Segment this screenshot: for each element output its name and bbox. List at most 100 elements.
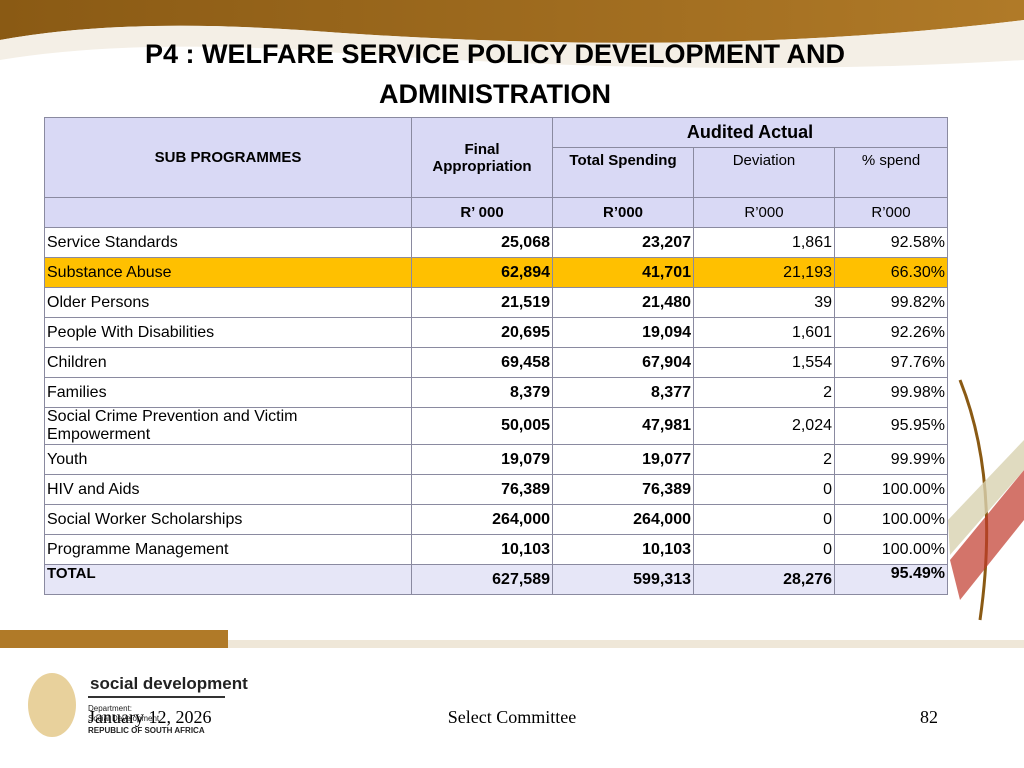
logo-text: Social Development [88, 714, 160, 723]
cell: 264,000 [411, 504, 553, 535]
coat-of-arms [28, 673, 76, 737]
cell: 28,276 [693, 564, 835, 595]
cell: 95.49% [834, 564, 948, 595]
cell: 8,377 [552, 377, 694, 408]
row-label: HIV and Aids [44, 474, 412, 505]
footer-date: January 12, 2026 [88, 707, 212, 727]
cell: 1,554 [693, 347, 835, 378]
table-row: Social Crime Prevention and Victim Empow… [44, 407, 948, 445]
table-row: Youth 19,079 19,077 2 99.99% [44, 444, 948, 475]
table-row: HIV and Aids 76,389 76,389 0 100.00% [44, 474, 948, 505]
table-row: Families 8,379 8,377 2 99.98% [44, 377, 948, 408]
table-row: Social Worker Scholarships 264,000 264,000… [44, 504, 948, 535]
bottom-line [228, 640, 1024, 648]
table-body: Service Standards 25,068 23,207 1,861 92.58%… [44, 227, 948, 595]
cell: 21,519 [411, 287, 553, 318]
cell: 599,313 [552, 564, 694, 595]
unit-cell: R’000 [834, 197, 948, 228]
cell: 67,904 [552, 347, 694, 378]
row-label: Service Standards [44, 227, 412, 258]
cell: 41,701 [552, 257, 694, 288]
cell: 2,024 [693, 407, 835, 445]
row-label: TOTAL [44, 564, 412, 595]
cell: 0 [693, 504, 835, 535]
row-label: People With Disabilities [44, 317, 412, 348]
footer-page: 82 [920, 707, 938, 727]
cell: 627,589 [411, 564, 553, 595]
beads [950, 470, 1024, 600]
cell: 0 [693, 534, 835, 565]
cell: 100.00% [834, 474, 948, 505]
cell: 95.95% [834, 407, 948, 445]
table-row: Substance Abuse 62,894 41,701 21,193 66.30% [44, 257, 948, 288]
cell: 1,601 [693, 317, 835, 348]
cell: 0 [693, 474, 835, 505]
header-cell: % spend [834, 147, 948, 198]
row-label: Families [44, 377, 412, 408]
cell: 69,458 [411, 347, 553, 378]
row-label: Social Crime Prevention and Victim Empow… [44, 407, 412, 445]
table-row: Older Persons 21,519 21,480 39 99.82% [44, 287, 948, 318]
cell: 21,193 [693, 257, 835, 288]
cell: 1,861 [693, 227, 835, 258]
row-label: Older Persons [44, 287, 412, 318]
table-row: People With Disabilities 20,695 19,094 1,60… [44, 317, 948, 348]
top-band [0, 0, 1024, 43]
bottom-band [0, 630, 228, 648]
cell: 8,379 [411, 377, 553, 408]
cell: 21,480 [552, 287, 694, 318]
logo-name: social development [90, 674, 248, 693]
cell: 2 [693, 377, 835, 408]
header-cell [44, 197, 412, 228]
cell: 92.26% [834, 317, 948, 348]
cell: 264,000 [552, 504, 694, 535]
beads [948, 440, 1024, 555]
cell: 19,079 [411, 444, 553, 475]
cell: 10,103 [411, 534, 553, 565]
data-table: SUB PROGRAMMES Final Appropriation Audit… [44, 117, 948, 595]
cell: 39 [693, 287, 835, 318]
header-cell: Total Spending [552, 147, 694, 198]
cell: 97.76% [834, 347, 948, 378]
cell: 23,207 [552, 227, 694, 258]
unit-cell: R’ 000 [411, 197, 553, 228]
cell: 99.82% [834, 287, 948, 318]
cell: 50,005 [411, 407, 553, 445]
unit-cell: R’000 [693, 197, 835, 228]
table-row: TOTAL 627,589 599,313 28,276 95.49% [44, 564, 948, 595]
cell: 10,103 [552, 534, 694, 565]
cell: 66.30% [834, 257, 948, 288]
cell: 47,981 [552, 407, 694, 445]
unit-cell: R’000 [552, 197, 694, 228]
cell: 25,068 [411, 227, 553, 258]
cell: 99.99% [834, 444, 948, 475]
header-cell: Audited Actual [552, 117, 948, 148]
row-label: Youth [44, 444, 412, 475]
header-cell: SUB PROGRAMMES [44, 117, 412, 198]
table-row: Service Standards 25,068 23,207 1,861 92.58% [44, 227, 948, 258]
table-row: Children 69,458 67,904 1,554 97.76% [44, 347, 948, 378]
top-shadow [0, 20, 1024, 68]
cell: 19,094 [552, 317, 694, 348]
table-row: Programme Management 10,103 10,103 0 100.00% [44, 534, 948, 565]
cell: 92.58% [834, 227, 948, 258]
row-label: Programme Management [44, 534, 412, 565]
title: P4 : WELFARE SERVICE POLICY DEVELOPMENT … [144, 39, 846, 109]
cell: 2 [693, 444, 835, 475]
cell: 76,389 [411, 474, 553, 505]
row-label: Substance Abuse [44, 257, 412, 288]
logo-text: Department: [88, 704, 133, 713]
footer-center: Select Committee [447, 707, 577, 727]
header-cell: Final Appropriation [411, 117, 553, 198]
cell: 100.00% [834, 534, 948, 565]
cell: 19,077 [552, 444, 694, 475]
cell: 76,389 [552, 474, 694, 505]
header-cell: Deviation [693, 147, 835, 198]
row-label: Children [44, 347, 412, 378]
cell: 20,695 [411, 317, 553, 348]
cell: 100.00% [834, 504, 948, 535]
cell: 99.98% [834, 377, 948, 408]
cell: 62,894 [411, 257, 553, 288]
